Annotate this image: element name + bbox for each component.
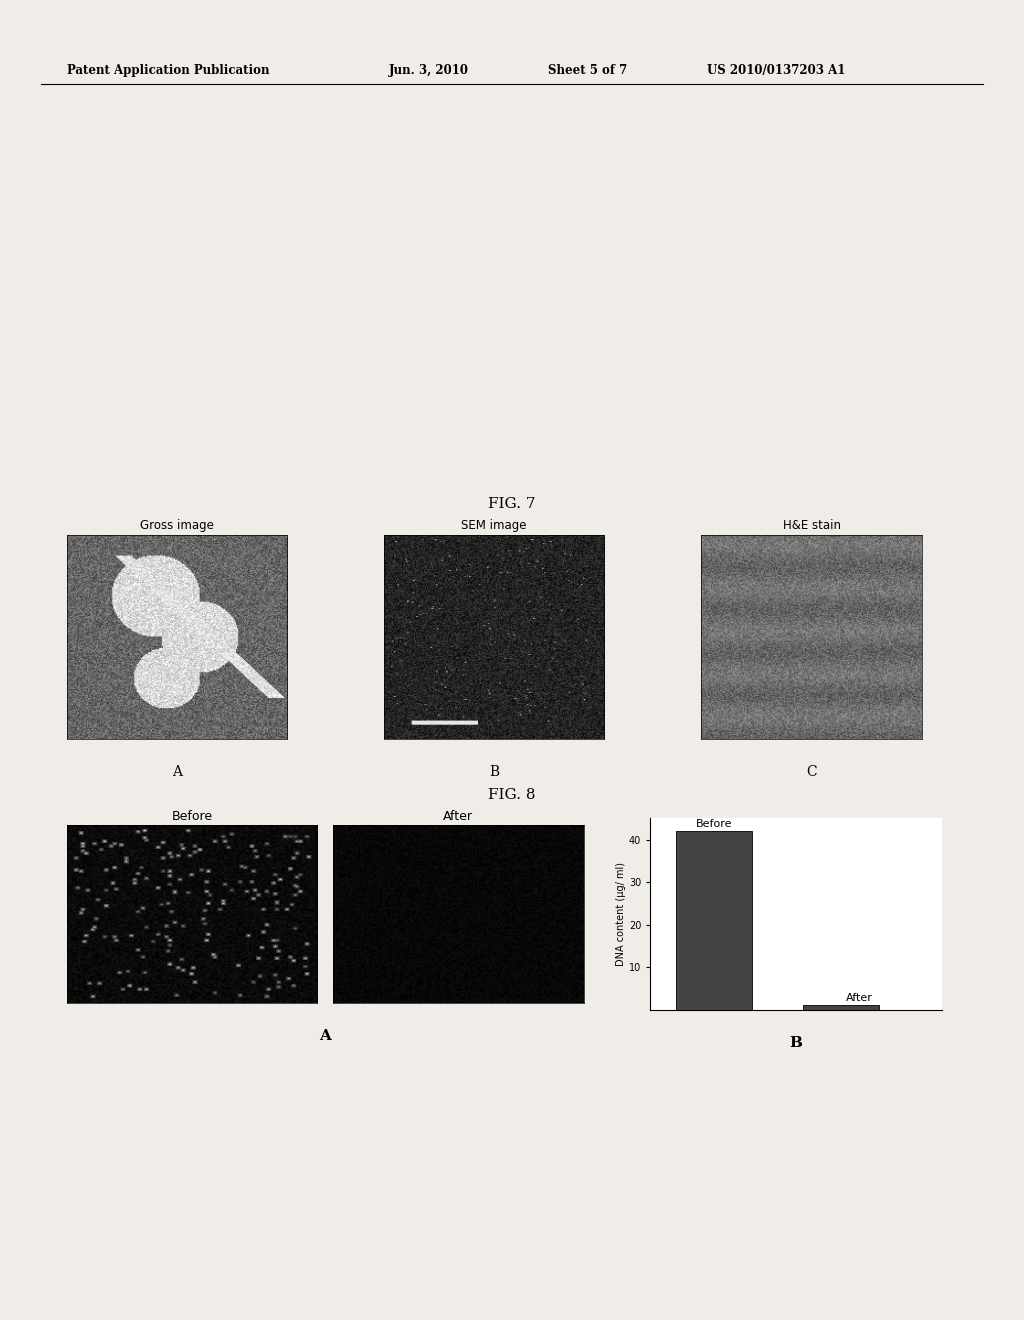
Text: SEM image: SEM image xyxy=(462,519,526,532)
Text: After: After xyxy=(846,993,873,1003)
Text: A: A xyxy=(172,766,181,779)
Text: FIG. 7: FIG. 7 xyxy=(488,498,536,511)
Bar xyxy=(803,1005,879,1010)
Text: Patent Application Publication: Patent Application Publication xyxy=(67,63,269,77)
Text: B: B xyxy=(790,1036,803,1049)
Text: FIG. 8: FIG. 8 xyxy=(488,788,536,801)
Text: Gross image: Gross image xyxy=(139,519,214,532)
Text: H&E stain: H&E stain xyxy=(782,519,841,532)
Text: Before: Before xyxy=(171,809,213,822)
Bar xyxy=(676,832,752,1010)
Text: Jun. 3, 2010: Jun. 3, 2010 xyxy=(389,63,469,77)
Text: C: C xyxy=(806,766,817,779)
Text: A: A xyxy=(319,1030,331,1043)
Text: US 2010/0137203 A1: US 2010/0137203 A1 xyxy=(707,63,845,77)
Text: Before: Before xyxy=(695,818,732,829)
Y-axis label: DNA content (μg/ ml): DNA content (μg/ ml) xyxy=(616,862,626,966)
Text: Sheet 5 of 7: Sheet 5 of 7 xyxy=(548,63,627,77)
Text: B: B xyxy=(489,766,499,779)
Text: After: After xyxy=(443,809,473,822)
